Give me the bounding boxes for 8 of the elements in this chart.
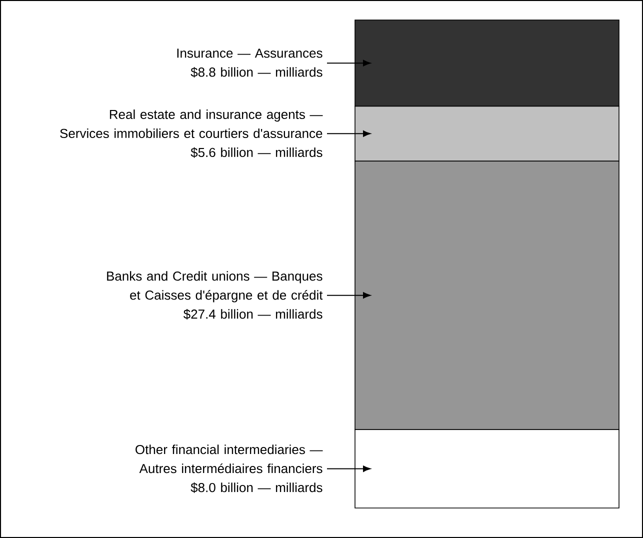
- text: Banks and Credit unions — Banques et Caisses d'épargne et de crédit: [107, 271, 323, 302]
- data-label: $27.4 billion — milliards: [183, 308, 322, 320]
- text: Insurance — Assurances: [177, 48, 322, 58]
- data-label: $8.8 billion — milliards: [190, 67, 322, 78]
- data-label: $8.0 billion — milliards: [190, 482, 322, 493]
- text: Real estate and insurance agents — Services immobiliers et courtiers d'assurance: [60, 109, 323, 138]
- text: Other financial intermediaries — Autres intermédiaires financiers: [136, 444, 323, 474]
- data-label: $5.6 billion — milliards: [190, 147, 322, 158]
